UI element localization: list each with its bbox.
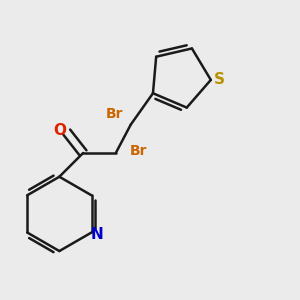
Text: N: N (91, 227, 103, 242)
Text: Br: Br (106, 107, 123, 121)
Text: S: S (214, 72, 225, 87)
Text: O: O (54, 123, 67, 138)
Text: Br: Br (129, 145, 147, 158)
